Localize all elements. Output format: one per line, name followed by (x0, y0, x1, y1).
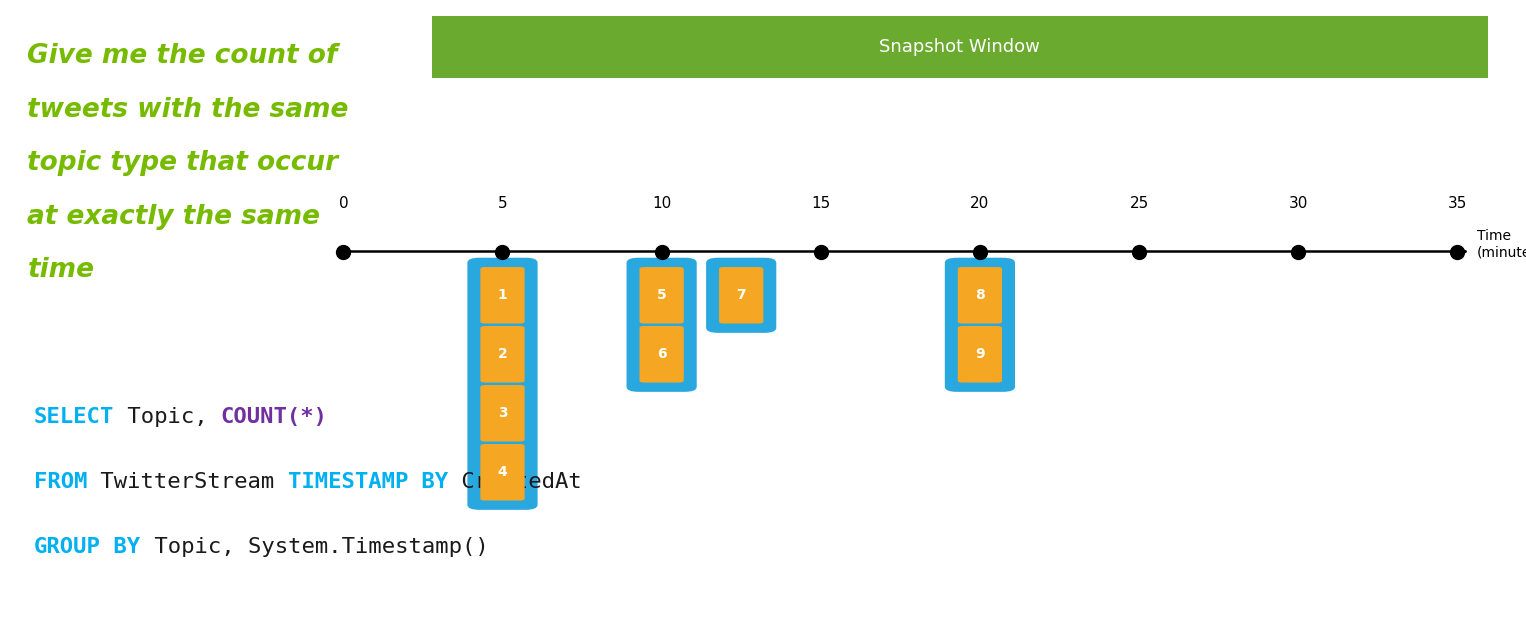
Text: tweets with the same: tweets with the same (27, 97, 349, 123)
FancyBboxPatch shape (639, 326, 684, 383)
Text: 2: 2 (497, 347, 507, 361)
Text: 5: 5 (656, 288, 667, 302)
Text: 0: 0 (339, 196, 348, 211)
Text: 30: 30 (1288, 196, 1308, 211)
Text: 20: 20 (971, 196, 989, 211)
FancyBboxPatch shape (481, 326, 525, 383)
FancyBboxPatch shape (639, 267, 684, 324)
FancyBboxPatch shape (627, 258, 697, 392)
Text: Topic, System.Timestamp(): Topic, System.Timestamp() (140, 537, 488, 557)
Text: 35: 35 (1448, 196, 1466, 211)
Text: Snapshot Window: Snapshot Window (879, 38, 1041, 55)
FancyBboxPatch shape (958, 326, 1003, 383)
FancyBboxPatch shape (481, 267, 525, 324)
Text: 4: 4 (497, 465, 507, 479)
FancyBboxPatch shape (481, 444, 525, 501)
Text: TIMESTAMP: TIMESTAMP (288, 472, 407, 492)
Text: 10: 10 (652, 196, 671, 211)
Text: Time
(minute): Time (minute) (1477, 229, 1526, 259)
Text: 3: 3 (497, 406, 507, 420)
Text: 5: 5 (497, 196, 507, 211)
Text: BY: BY (407, 472, 449, 492)
Text: CreatedAt: CreatedAt (449, 472, 581, 492)
FancyBboxPatch shape (467, 258, 537, 510)
Text: COUNT(*): COUNT(*) (221, 407, 328, 427)
Text: Topic,: Topic, (114, 407, 221, 427)
Text: 1: 1 (497, 288, 507, 302)
Text: BY: BY (101, 537, 140, 557)
Text: 25: 25 (1129, 196, 1149, 211)
Text: 7: 7 (737, 288, 746, 302)
Text: SELECT: SELECT (34, 407, 114, 427)
FancyBboxPatch shape (432, 16, 1488, 78)
FancyBboxPatch shape (945, 258, 1015, 392)
Text: 6: 6 (656, 347, 667, 361)
FancyBboxPatch shape (707, 258, 777, 333)
FancyBboxPatch shape (481, 385, 525, 442)
Text: time: time (27, 257, 95, 283)
Text: FROM: FROM (34, 472, 87, 492)
Text: topic type that occur: topic type that occur (27, 150, 339, 176)
Text: Give me the count of: Give me the count of (27, 43, 337, 70)
Text: TwitterStream: TwitterStream (87, 472, 288, 492)
Text: at exactly the same: at exactly the same (27, 204, 320, 230)
Text: 8: 8 (975, 288, 984, 302)
FancyBboxPatch shape (958, 267, 1003, 324)
Text: GROUP: GROUP (34, 537, 101, 557)
FancyBboxPatch shape (719, 267, 763, 324)
Text: 15: 15 (812, 196, 830, 211)
Text: 9: 9 (975, 347, 984, 361)
